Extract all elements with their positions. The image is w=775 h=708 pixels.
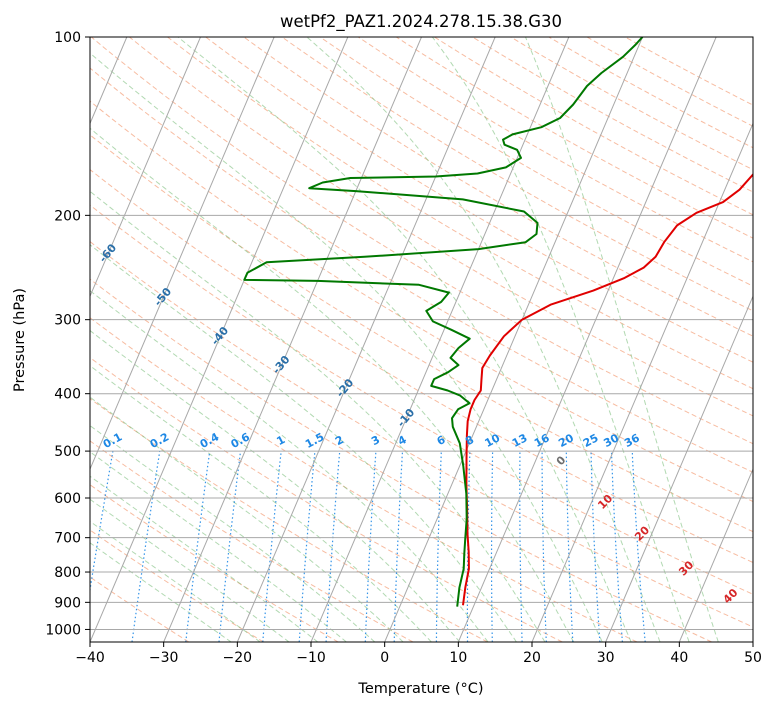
pressure-gridlines — [90, 37, 753, 630]
mixing-ratio-line — [90, 450, 114, 594]
y-axis-ticks: 100 200 300 400 500 600 700 800 900 1000 — [45, 30, 90, 638]
x-tick-label: −10 — [296, 650, 326, 666]
isotherm-line — [531, 122, 753, 642]
dry-adiabat-line — [129, 37, 753, 417]
y-tick-label: 500 — [54, 444, 81, 460]
dry-adiabat-line — [90, 37, 753, 445]
mixing-ratio-line — [218, 451, 242, 642]
x-tick-label: −30 — [149, 650, 179, 666]
moist-adiabat-line — [431, 37, 690, 642]
y-tick-label: 300 — [54, 313, 81, 329]
plot-frame — [89, 36, 754, 643]
isotherm-line — [90, 37, 201, 298]
dry-adiabat-line — [167, 37, 753, 390]
chart-title: wetPf2_PAZ1.2024.278.15.38.G30 — [280, 12, 562, 32]
dry-adiabat-line — [90, 168, 753, 564]
y-tick-label: 700 — [54, 531, 81, 547]
plot-area: -100-90-80-70-60-50-40-30-20-100.10.20.4… — [90, 37, 753, 642]
mixing-ratio-label: 20 — [556, 431, 576, 450]
y-tick-label: 600 — [54, 491, 81, 507]
isotherm-line — [163, 37, 422, 642]
x-tick-label: 30 — [597, 650, 615, 666]
isotherm-line — [678, 467, 753, 642]
mixing-ratio-label: 36 — [622, 431, 642, 450]
moist-adiabat-line — [525, 37, 719, 642]
temperature-profile — [462, 172, 753, 606]
isotherm-line — [605, 295, 753, 642]
mixing-ratio-line — [131, 451, 161, 642]
moist-adiabat-line — [177, 37, 632, 642]
dry-adiabat-line — [243, 37, 753, 337]
x-tick-label: −40 — [75, 650, 105, 666]
dry-adiabat-line — [90, 134, 753, 533]
dry-adiabat-line — [90, 278, 712, 642]
y-tick-label: 400 — [54, 387, 81, 403]
y-axis-title: Pressure (hPa) — [12, 288, 28, 392]
y-tick-label: 200 — [54, 208, 81, 224]
dry-adiabat-line — [396, 37, 753, 239]
x-tick-label: −20 — [223, 650, 253, 666]
sounding-series — [243, 37, 753, 607]
dry-adiabat-line — [548, 37, 753, 149]
moist-adiabat-line — [90, 542, 232, 642]
dry-adiabat-line — [281, 37, 753, 312]
mixing-ratio-line — [185, 451, 211, 642]
dewpoint-profile — [243, 37, 644, 607]
isotherm-line — [90, 37, 349, 642]
mixing-ratio-label: 16 — [532, 431, 552, 450]
moist-adiabat-line — [90, 290, 489, 642]
moist-adiabat-line — [90, 190, 546, 642]
dry-adiabat-line — [90, 67, 753, 473]
x-tick-label: 0 — [380, 650, 389, 666]
mixing-ratio-label: 25 — [581, 431, 601, 450]
moist-adiabat-line — [90, 520, 261, 642]
x-axis-title: Temperature (°C) — [357, 681, 483, 697]
dry-adiabat-line — [90, 241, 753, 628]
mixing-ratio-label: 10 — [483, 431, 503, 450]
isotherm-line — [236, 37, 496, 642]
y-tick-label: 900 — [54, 595, 81, 611]
dry-adiabat-line — [90, 317, 638, 642]
dry-adiabat-line — [357, 37, 753, 263]
y-tick-label: 100 — [54, 30, 81, 46]
x-tick-label: 20 — [523, 650, 541, 666]
x-tick-label: 40 — [670, 650, 688, 666]
dry-adiabat-line — [472, 37, 753, 193]
x-tick-label: 10 — [449, 650, 467, 666]
isotherm-line — [310, 37, 570, 642]
moist-adiabat-line — [90, 329, 461, 642]
moist-adiabat-line — [90, 244, 517, 642]
dry-adiabat-line — [90, 440, 414, 642]
x-tick-label: 50 — [744, 650, 762, 666]
dry-adiabat-line — [90, 529, 264, 642]
isotherm-line — [457, 37, 717, 642]
moist-adiabat-line — [90, 451, 347, 642]
isotherm-line — [90, 37, 275, 471]
dry-adiabat-line — [90, 204, 753, 595]
moist-adiabat-line — [90, 365, 432, 642]
x-axis-ticks: −40 −30 −20 −10 0 10 20 30 40 50 — [75, 642, 762, 666]
mixing-ratio-label: 30 — [601, 431, 621, 450]
moist-adiabat-line — [306, 37, 661, 642]
y-tick-label: 1000 — [45, 622, 81, 638]
isotherms — [90, 37, 753, 642]
moist-adiabat-line — [90, 424, 376, 642]
y-tick-label: 800 — [54, 565, 81, 581]
isotherm-line — [384, 37, 643, 642]
dry-adiabat-line — [90, 484, 339, 642]
dry-adiabat-line — [510, 37, 753, 171]
mixing-ratio-lines — [90, 450, 646, 642]
mixing-ratio-label: 13 — [510, 431, 530, 450]
dry-adiabat-line — [205, 37, 753, 363]
moist-adiabat-line — [90, 52, 603, 642]
